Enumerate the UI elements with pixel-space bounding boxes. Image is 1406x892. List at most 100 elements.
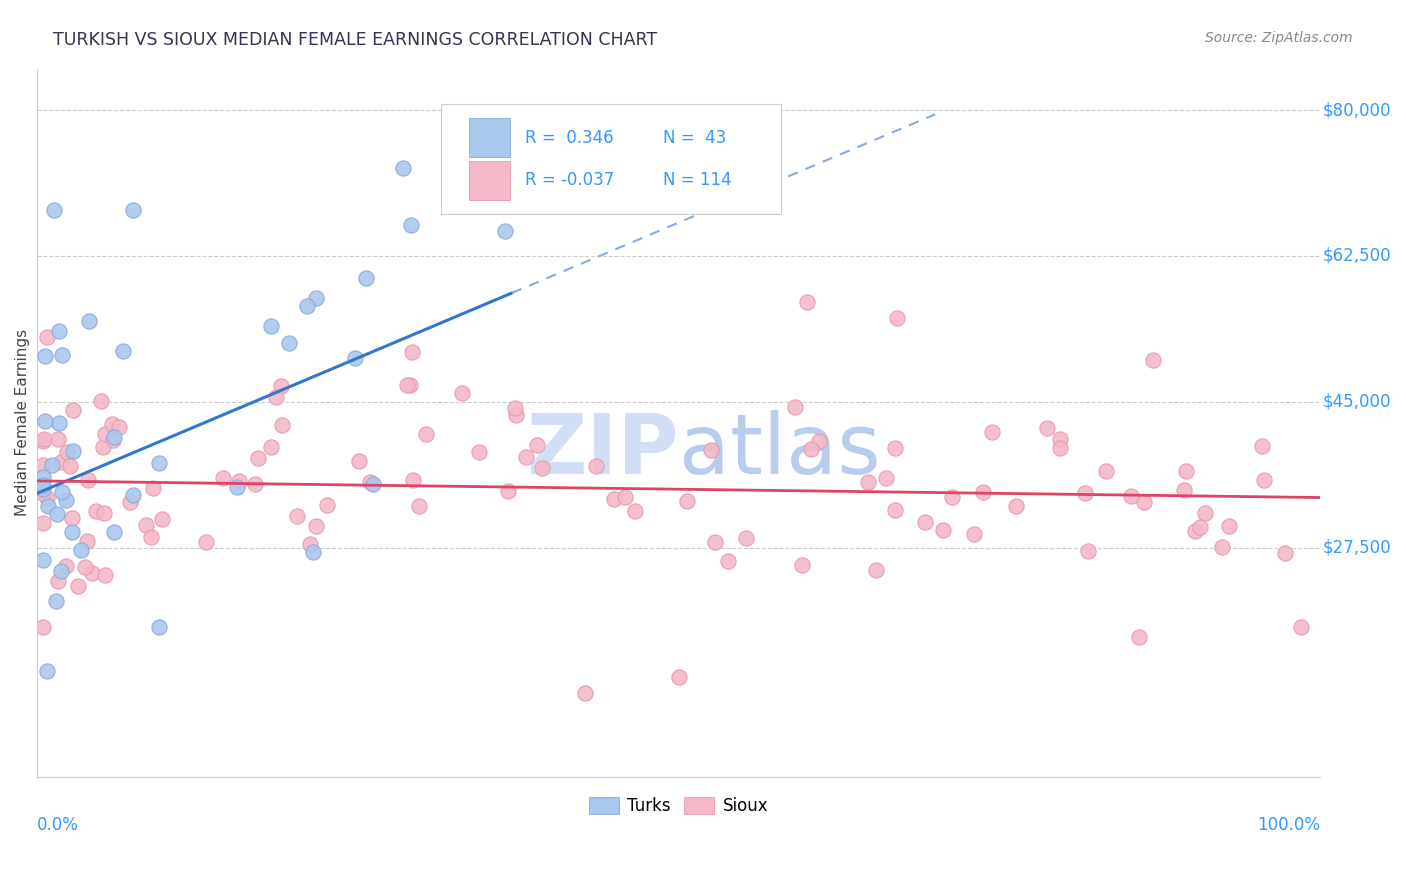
Point — [80, 566, 103, 580]
Point — [76, 533, 98, 548]
Point — [496, 483, 519, 498]
Point — [55, 559, 77, 574]
Point — [614, 490, 637, 504]
Point — [494, 224, 516, 238]
Point — [51, 484, 73, 499]
Point — [1005, 499, 1028, 513]
Point — [408, 499, 430, 513]
Point — [56, 445, 79, 459]
Point — [1253, 473, 1275, 487]
Point — [48, 432, 70, 446]
Point — [1049, 432, 1071, 446]
Point — [1077, 543, 1099, 558]
Point — [91, 440, 114, 454]
Text: Source: ZipAtlas.com: Source: ZipAtlas.com — [1205, 31, 1353, 45]
Point — [395, 377, 418, 392]
Point — [865, 563, 887, 577]
Point — [359, 475, 381, 489]
Point — [51, 348, 73, 362]
Point — [211, 471, 233, 485]
Point — [347, 454, 370, 468]
Point — [1211, 541, 1233, 555]
Point — [302, 545, 325, 559]
Point — [1095, 464, 1118, 478]
Point — [135, 518, 157, 533]
Point — [77, 474, 100, 488]
Bar — [470, 119, 510, 157]
Point — [574, 686, 596, 700]
Point — [530, 461, 553, 475]
Point — [785, 401, 807, 415]
Point — [194, 535, 217, 549]
Point — [122, 203, 145, 218]
Point — [46, 507, 69, 521]
Point — [101, 417, 124, 431]
Point — [35, 329, 58, 343]
Point — [884, 503, 907, 517]
Point — [32, 478, 55, 492]
Point — [602, 492, 624, 507]
Point — [32, 434, 55, 448]
Point — [243, 477, 266, 491]
Point — [807, 434, 830, 448]
Point — [46, 574, 69, 589]
Point — [62, 525, 84, 540]
Point — [139, 531, 162, 545]
Point — [32, 485, 55, 500]
Point — [515, 450, 537, 464]
Text: 100.0%: 100.0% — [1257, 815, 1320, 833]
Point — [228, 474, 250, 488]
Point — [67, 578, 90, 592]
Text: R = -0.037: R = -0.037 — [524, 171, 614, 189]
Point — [34, 414, 56, 428]
Point — [316, 498, 339, 512]
Point — [59, 459, 82, 474]
Point — [704, 534, 727, 549]
Point — [62, 403, 84, 417]
Text: N =  43: N = 43 — [664, 129, 727, 147]
Point — [981, 425, 1004, 439]
Point — [623, 504, 645, 518]
Point — [246, 450, 269, 465]
Point — [717, 554, 740, 568]
Point — [49, 455, 72, 469]
Point — [84, 504, 107, 518]
Point — [451, 386, 474, 401]
Point — [1142, 353, 1164, 368]
Point — [90, 394, 112, 409]
Point — [398, 378, 420, 392]
Point — [401, 345, 423, 359]
Point — [122, 488, 145, 502]
Point — [1289, 620, 1312, 634]
Point — [503, 401, 526, 415]
Point — [963, 527, 986, 541]
Point — [148, 620, 170, 634]
Point — [35, 491, 58, 506]
Point — [148, 456, 170, 470]
Point — [35, 664, 58, 678]
Point — [32, 483, 55, 497]
Text: $27,500: $27,500 — [1323, 539, 1392, 557]
Point — [295, 299, 318, 313]
Point — [118, 495, 141, 509]
Point — [42, 203, 65, 218]
Point — [101, 434, 124, 448]
Point — [790, 558, 813, 573]
Point — [299, 537, 322, 551]
Point — [1036, 421, 1059, 435]
Text: $80,000: $80,000 — [1323, 101, 1392, 120]
Point — [32, 516, 55, 530]
Point — [734, 531, 756, 545]
Point — [1133, 494, 1156, 508]
Point — [440, 169, 463, 183]
Bar — [470, 161, 510, 200]
Point — [1049, 442, 1071, 456]
Point — [32, 620, 55, 634]
Point — [884, 441, 907, 455]
Text: TURKISH VS SIOUX MEDIAN FEMALE EARNINGS CORRELATION CHART: TURKISH VS SIOUX MEDIAN FEMALE EARNINGS … — [53, 31, 658, 49]
Point — [668, 670, 690, 684]
Point — [402, 473, 425, 487]
Point — [32, 469, 55, 483]
Point — [914, 515, 936, 529]
Point — [526, 438, 548, 452]
